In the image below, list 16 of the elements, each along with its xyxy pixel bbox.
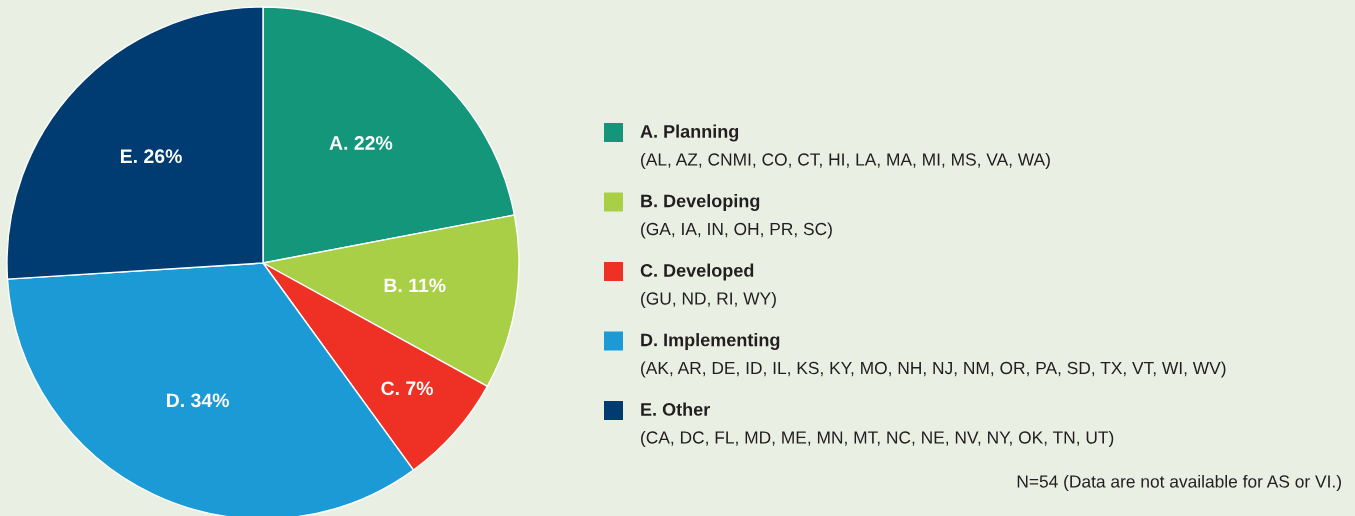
data-label: A. 22%	[329, 136, 393, 150]
legend-label: B. Developing	[641, 194, 760, 211]
data-label: E. 26%	[120, 149, 182, 164]
legend-label: E. Other	[641, 402, 710, 416]
text: (GA, IA, IN, OH, PR, SC)	[641, 222, 832, 239]
data-label: B. 11%	[384, 278, 446, 293]
text: (CA, DC, FL, MD, ME, MN, MT, NC, NE, NV, NY, OK, TN, UT)	[641, 430, 1114, 448]
text: (AL, AZ, CNMI, CO, CT, HI, LA, MA, MI, MS, VA, WA)	[641, 152, 1050, 170]
data-label: C. 7%	[381, 381, 433, 396]
legend-label: C. Developed	[640, 263, 754, 281]
legend-label: D. Implementing	[641, 333, 780, 350]
text: (AK, AR, DE, ID, IL, KS, KY, MO, NH, NJ, NM, OR, PA, SD, TX, VT, WI, WV)	[641, 361, 1226, 378]
text: N=54 (Data are not available for AS or VI.)	[1017, 474, 1341, 492]
text: (GU, ND, RI, WY)	[641, 291, 776, 309]
legend-label: A. Planning	[640, 124, 739, 142]
data-label: D. 34%	[167, 393, 229, 408]
